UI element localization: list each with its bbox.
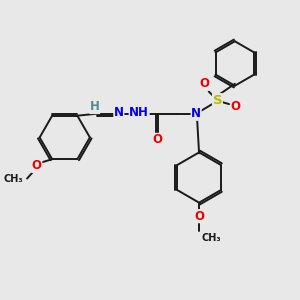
Text: N: N [114,106,124,119]
Text: O: O [199,77,209,90]
Text: O: O [152,133,163,146]
Text: O: O [231,100,241,112]
Text: CH₃: CH₃ [201,232,220,243]
Text: CH₃: CH₃ [4,173,23,184]
Text: O: O [32,160,42,172]
Text: S: S [213,94,222,107]
Text: N: N [191,107,201,120]
Text: NH: NH [129,106,149,119]
Text: O: O [194,210,204,223]
Text: H: H [90,100,100,113]
